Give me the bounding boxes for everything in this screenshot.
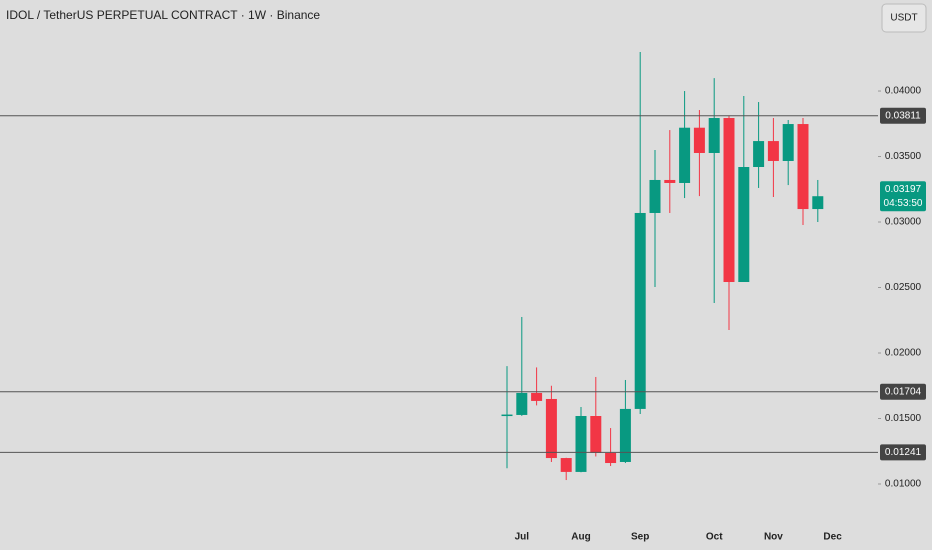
level-label: 0.01704	[885, 386, 922, 397]
candle-body	[501, 414, 513, 417]
y-tick-label: 0.03000	[885, 217, 922, 228]
level-label-box	[880, 107, 926, 124]
x-tick-label: Dec	[823, 532, 842, 543]
y-tick-label: 0.02000	[885, 348, 922, 359]
candle-body	[590, 416, 602, 453]
x-tick-label: Jul	[515, 532, 530, 543]
y-tick-label: 0.02500	[885, 282, 922, 293]
candle-body	[767, 141, 779, 161]
y-tick-label: 0.01000	[885, 479, 922, 490]
currency-label[interactable]: USDT	[890, 13, 917, 24]
candle-body	[649, 179, 661, 213]
candle-body	[664, 179, 676, 183]
candle-body	[723, 118, 735, 283]
level-label-box	[880, 383, 926, 400]
candle-body	[560, 458, 572, 472]
candle-body	[797, 124, 809, 210]
candle-body	[708, 118, 720, 153]
y-tick-label: 0.04000	[885, 86, 922, 97]
x-tick-label: Aug	[571, 532, 590, 543]
candle-body	[531, 392, 543, 401]
candle-body	[738, 167, 750, 283]
level-label: 0.03811	[885, 110, 921, 121]
candle-body	[545, 398, 557, 459]
candle-body	[619, 408, 631, 462]
chart-title: IDOL / TetherUS PERPETUAL CONTRACT · 1W …	[6, 8, 320, 22]
currency-button[interactable]	[881, 3, 927, 33]
candle-body	[782, 124, 794, 161]
candle-body	[812, 196, 824, 210]
countdown-label: 04:53:50	[884, 198, 923, 209]
level-label: 0.01241	[885, 447, 922, 458]
candle-body	[575, 416, 587, 472]
level-label-box	[880, 444, 926, 461]
price-label: 0.03197	[885, 184, 922, 195]
x-tick-label: Nov	[764, 532, 783, 543]
candle-body	[753, 141, 765, 168]
candle-body	[516, 392, 528, 415]
candle-body	[634, 212, 646, 409]
candle-body	[693, 127, 705, 153]
y-tick-label: 0.03500	[885, 151, 922, 162]
y-tick-label: 0.01500	[885, 413, 922, 424]
candle-body	[605, 452, 617, 464]
price-label-box	[880, 181, 926, 212]
candle-body	[679, 127, 691, 183]
x-tick-label: Oct	[706, 532, 723, 543]
x-tick-label: Sep	[631, 532, 649, 543]
